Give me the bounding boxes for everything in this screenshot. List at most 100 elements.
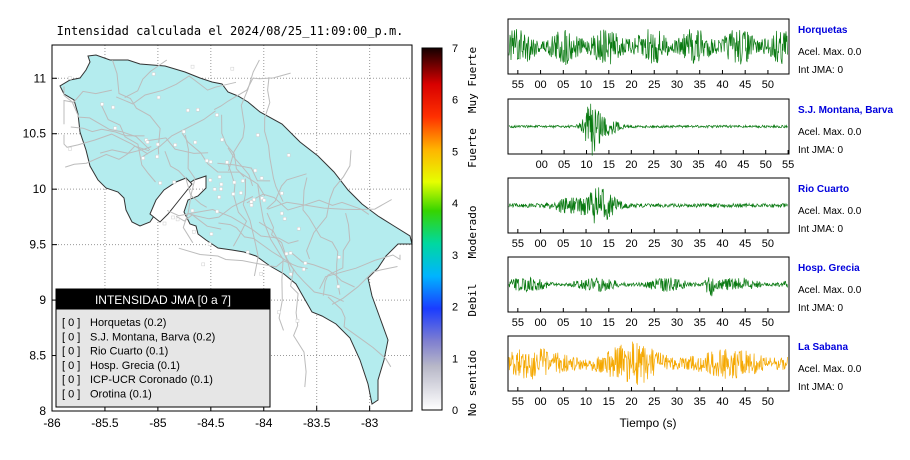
station-marker — [196, 108, 200, 112]
station-marker — [284, 251, 289, 256]
jma-intensity: Int JMA: 0 — [798, 65, 843, 76]
station-marker — [162, 221, 167, 226]
jma-intensity: Int JMA: 0 — [798, 382, 843, 393]
station-marker — [207, 242, 212, 246]
colorbar-tick-label: 1 — [452, 353, 458, 365]
legend-item-name: Horquetas (0.2) — [90, 317, 166, 329]
peak-accel: Acel. Max. 0.0 — [798, 364, 862, 375]
time-tick-label: 05 — [557, 238, 569, 250]
time-tick-label: 05 — [557, 317, 569, 329]
station-marker — [231, 192, 236, 196]
waveform — [508, 187, 788, 224]
road — [266, 173, 307, 210]
time-tick-label: 40 — [716, 396, 728, 408]
time-tick-label: 30 — [670, 159, 682, 171]
station-marker — [111, 105, 115, 110]
colorbar-tick-label: 7 — [452, 43, 458, 55]
road — [65, 145, 150, 168]
road — [327, 296, 392, 368]
waveform — [508, 29, 788, 66]
road — [306, 150, 352, 260]
station-marker — [208, 178, 213, 182]
station-marker — [190, 64, 195, 69]
legend-item-code: [ 0 ] — [62, 331, 80, 343]
station-marker — [201, 262, 205, 267]
road — [227, 147, 254, 187]
time-tick-label: 10 — [580, 317, 592, 329]
colorbar-tick-label: 2 — [452, 302, 458, 314]
time-tick-label: 35 — [692, 159, 704, 171]
station-marker — [259, 176, 264, 180]
time-tick-label: 15 — [603, 396, 615, 408]
time-tick-label: 00 — [536, 159, 548, 171]
station-marker — [156, 95, 161, 100]
waveform — [508, 276, 788, 297]
station-marker — [260, 196, 264, 201]
station-marker — [230, 66, 235, 71]
station-marker — [225, 160, 229, 165]
road — [246, 193, 370, 215]
colorbar-class-label: Debil — [466, 283, 479, 316]
road — [142, 110, 216, 158]
time-tick-label: 35 — [694, 79, 706, 91]
road — [100, 103, 156, 183]
time-tick-label: 15 — [603, 159, 615, 171]
y-tick-label: 8.5 — [29, 349, 46, 363]
station-marker — [192, 229, 196, 234]
x-tick-label: -83.5 — [303, 416, 331, 430]
time-tick-label: 50 — [762, 396, 774, 408]
road — [181, 132, 266, 197]
time-tick-label: 25 — [648, 79, 660, 91]
station-name: Rio Cuarto — [798, 184, 849, 195]
y-tick-label: 10.5 — [23, 127, 47, 141]
legend-item-code: [ 0 ] — [62, 317, 80, 329]
colorbar-class-label: No sentido — [466, 350, 479, 416]
station-marker — [217, 175, 222, 179]
time-tick-label: 45 — [739, 238, 751, 250]
time-tick-label: 15 — [603, 317, 615, 329]
peak-accel: Acel. Max. 0.0 — [798, 285, 862, 296]
time-tick-label: 55 — [512, 238, 524, 250]
time-tick-label: 30 — [671, 317, 683, 329]
time-tick-label: 40 — [715, 159, 727, 171]
station-marker — [253, 168, 258, 173]
station-marker — [337, 255, 341, 259]
road-network — [63, 59, 401, 388]
time-tick-label: 45 — [739, 79, 751, 91]
station-marker — [205, 158, 209, 163]
x-tick-label: -86 — [43, 416, 61, 430]
station-marker — [295, 318, 300, 323]
station-marker — [217, 195, 221, 199]
time-tick-label: 20 — [625, 238, 637, 250]
station-marker — [280, 211, 284, 216]
station-marker — [303, 261, 308, 265]
time-tick-label: 35 — [694, 317, 706, 329]
station-marker — [186, 108, 190, 113]
station-markers — [68, 64, 341, 323]
station-marker — [239, 191, 243, 195]
time-tick-label: 30 — [671, 396, 683, 408]
time-tick-label: 05 — [557, 79, 569, 91]
waveform — [508, 341, 788, 385]
station-marker — [175, 217, 180, 222]
x-tick-label: -84.5 — [197, 416, 225, 430]
time-tick-label: 15 — [603, 238, 615, 250]
station-marker — [171, 215, 175, 220]
legend-item-code: [ 0 ] — [62, 374, 80, 386]
time-tick-label: 45 — [737, 159, 749, 171]
map-title: Intensidad calculada el 2024/08/25_11:09… — [57, 24, 404, 38]
time-tick-label: 55 — [512, 79, 524, 91]
station-marker — [208, 160, 213, 164]
time-tick-label: 25 — [648, 396, 660, 408]
road — [218, 222, 292, 265]
x-tick-label: -85 — [149, 416, 167, 430]
legend-items: [ 0 ] Horquetas (0.2) [ 0 ] S.J. Montana, B… — [62, 317, 215, 401]
station-marker — [219, 182, 224, 187]
road — [112, 60, 161, 155]
time-tick-label: 30 — [671, 238, 683, 250]
station-marker — [252, 197, 256, 202]
time-tick-label: 25 — [648, 317, 660, 329]
y-tick-label: 9 — [39, 293, 46, 307]
time-tick-label: 50 — [762, 79, 774, 91]
station-marker — [173, 143, 177, 147]
